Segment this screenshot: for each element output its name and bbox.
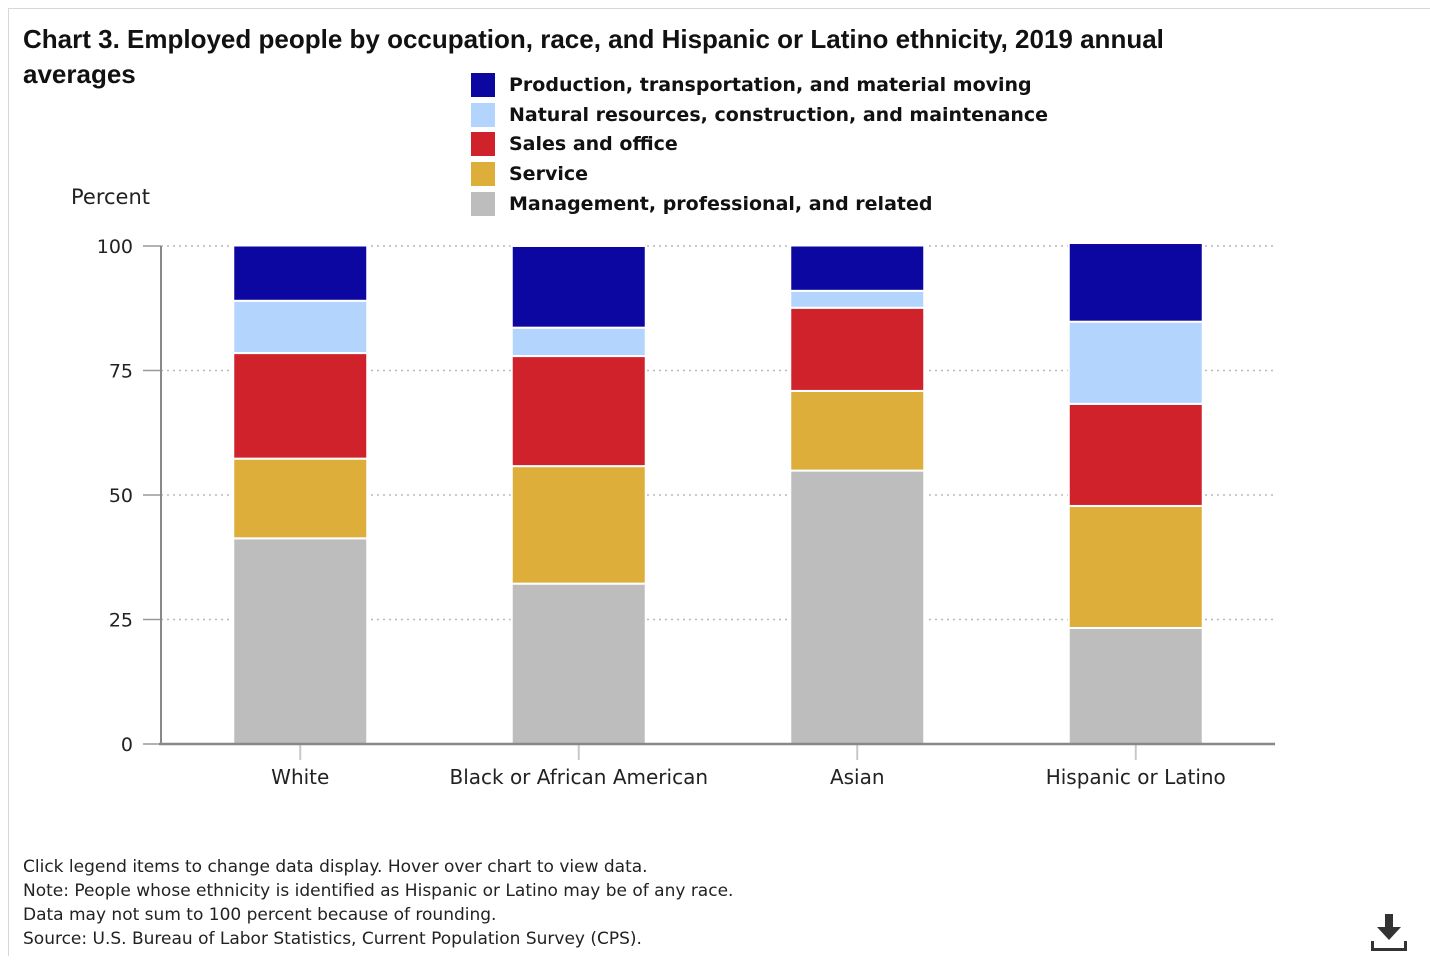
legend-label: Natural resources, construction, and mai…	[509, 103, 1049, 126]
legend-item-1[interactable]: Service	[471, 159, 1048, 189]
bar-segment[interactable]	[510, 355, 647, 468]
bar-segment[interactable]	[789, 469, 926, 745]
legend-label: Service	[509, 163, 588, 186]
bar-segment[interactable]	[510, 245, 647, 329]
note-source: Source: U.S. Bureau of Labor Statistics,…	[23, 929, 642, 949]
bar-segment[interactable]	[1067, 320, 1204, 405]
y-tick-label: 75	[109, 361, 133, 383]
x-tick-label: Black or African American	[449, 765, 708, 789]
legend-label: Production, transportation, and material…	[509, 73, 1032, 96]
bar-segment[interactable]	[232, 299, 369, 355]
download-icon[interactable]	[1366, 908, 1414, 956]
bar-segment[interactable]	[510, 326, 647, 358]
legend-item-0[interactable]: Management, professional, and related	[471, 189, 1048, 219]
legend-item-2[interactable]: Sales and office	[471, 130, 1048, 160]
y-tick-label: 25	[109, 610, 133, 632]
bar-segment[interactable]	[789, 389, 926, 472]
note-instructions: Click legend items to change data displa…	[23, 857, 648, 877]
legend-item-4[interactable]: Production, transportation, and material…	[471, 70, 1048, 100]
legend-swatch	[471, 102, 495, 127]
bar-segment[interactable]	[232, 352, 369, 460]
bar-segment[interactable]	[1067, 626, 1204, 745]
x-tick-label: Hispanic or Latino	[1046, 765, 1226, 789]
legend-item-3[interactable]: Natural resources, construction, and mai…	[471, 100, 1048, 130]
note-rounding: Data may not sum to 100 percent because …	[23, 905, 497, 925]
bar-segment[interactable]	[789, 289, 926, 309]
legend-label: Management, professional, and related	[509, 192, 933, 215]
bar-segment[interactable]	[789, 306, 926, 392]
x-tick-label: Asian	[830, 765, 885, 789]
y-axis-label: Percent	[71, 185, 151, 209]
bar-segment[interactable]	[1067, 242, 1204, 323]
legend-label: Sales and office	[509, 133, 678, 156]
legend-swatch	[471, 162, 495, 187]
chart-title: Chart 3. Employed people by occupation, …	[23, 24, 1164, 89]
y-tick-label: 100	[97, 236, 133, 258]
note-ethnicity: Note: People whose ethnicity is identifi…	[23, 881, 734, 901]
chart-container	[8, 8, 1430, 956]
legend-swatch	[471, 72, 495, 97]
y-tick-label: 50	[109, 485, 133, 507]
chart-notes: Click legend items to change data displa…	[23, 855, 733, 951]
bar-segment[interactable]	[510, 582, 647, 745]
y-tick-label: 0	[121, 734, 133, 756]
bar-segment[interactable]	[232, 457, 369, 540]
legend-swatch	[471, 132, 495, 157]
bar-segment[interactable]	[232, 537, 369, 745]
bar-segment[interactable]	[1067, 402, 1204, 507]
bar-segment[interactable]	[1067, 504, 1204, 629]
chart-legend: Production, transportation, and material…	[471, 70, 1048, 219]
bar-segment[interactable]	[232, 244, 369, 302]
bar-segment[interactable]	[510, 465, 647, 585]
bar-segment[interactable]	[789, 244, 926, 292]
x-tick-label: White	[271, 765, 329, 789]
legend-swatch	[471, 191, 495, 216]
